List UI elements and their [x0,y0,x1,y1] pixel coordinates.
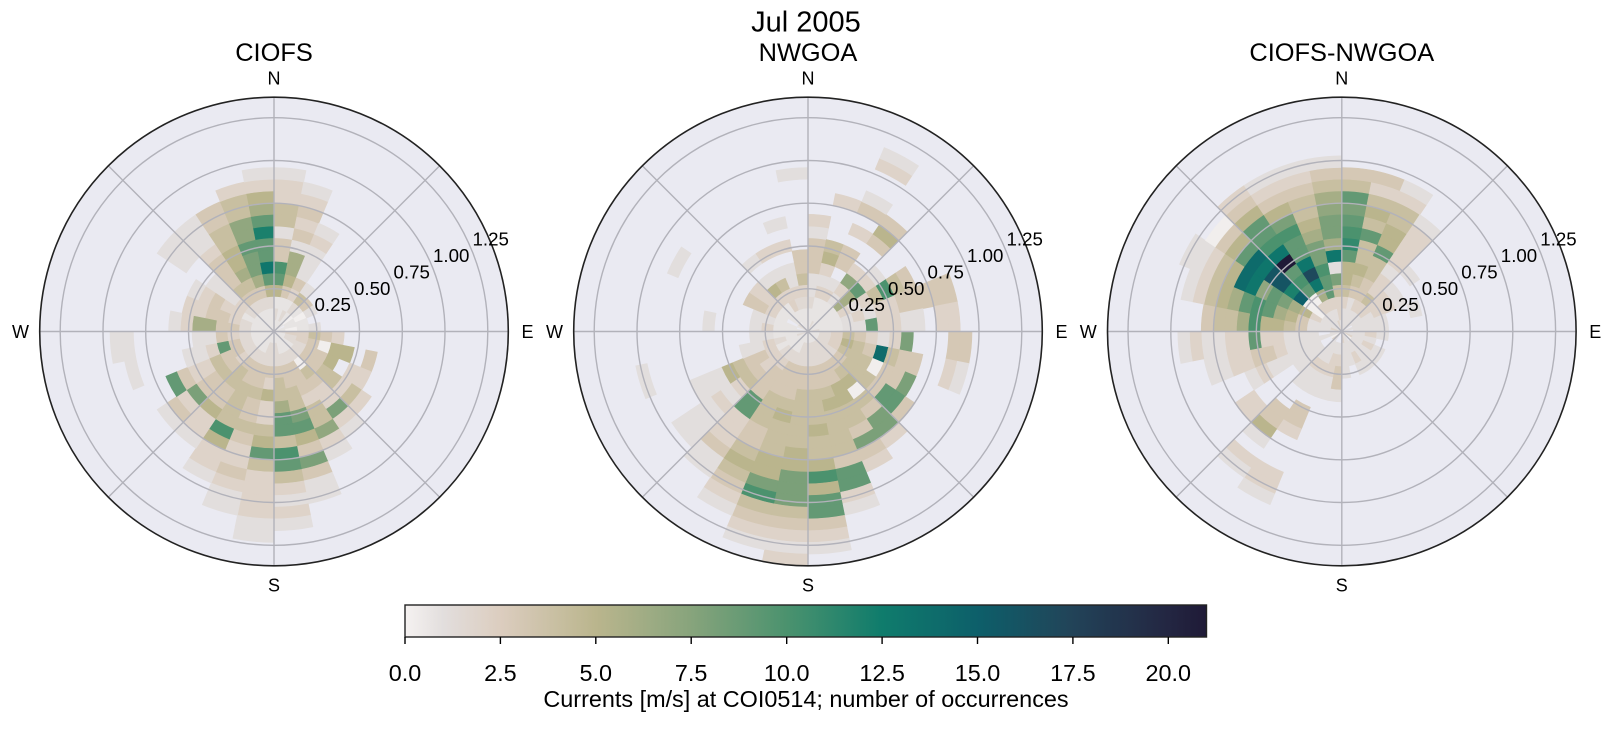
svg-text:W: W [1080,322,1097,342]
svg-text:10.0: 10.0 [764,660,810,686]
svg-text:W: W [12,322,29,342]
svg-text:0.50: 0.50 [1422,278,1458,299]
svg-text:0.25: 0.25 [1382,294,1418,315]
svg-text:2.5: 2.5 [484,660,517,686]
svg-text:N: N [1335,68,1348,88]
svg-text:CIOFS-NWGOA: CIOFS-NWGOA [1249,39,1434,67]
svg-text:E: E [1055,322,1067,342]
svg-text:N: N [802,68,815,88]
svg-text:E: E [1589,322,1601,342]
svg-text:N: N [268,68,281,88]
svg-text:S: S [1336,575,1348,595]
svg-text:0.50: 0.50 [354,278,390,299]
svg-text:1.25: 1.25 [1007,229,1043,250]
svg-text:17.5: 17.5 [1050,660,1096,686]
svg-text:1.25: 1.25 [1540,229,1576,250]
svg-text:1.00: 1.00 [433,245,469,266]
svg-text:1.25: 1.25 [473,229,509,250]
svg-text:15.0: 15.0 [955,660,1001,686]
svg-text:0.75: 0.75 [1461,261,1497,282]
svg-text:5.0: 5.0 [580,660,613,686]
svg-text:NWGOA: NWGOA [759,39,858,67]
svg-text:0.0: 0.0 [389,660,422,686]
svg-text:0.75: 0.75 [394,261,430,282]
svg-text:S: S [802,575,814,595]
svg-text:0.75: 0.75 [928,261,964,282]
svg-text:Jul 2005: Jul 2005 [751,6,861,38]
svg-text:CIOFS: CIOFS [235,39,313,67]
svg-text:0.25: 0.25 [849,294,885,315]
svg-text:0.50: 0.50 [888,278,924,299]
svg-text:12.5: 12.5 [859,660,905,686]
svg-text:1.00: 1.00 [1501,245,1537,266]
svg-text:E: E [521,322,533,342]
svg-text:7.5: 7.5 [675,660,708,686]
svg-text:Currents [m/s] at COI0514; num: Currents [m/s] at COI0514; number of occ… [543,686,1068,712]
svg-text:1.00: 1.00 [967,245,1003,266]
svg-text:W: W [546,322,563,342]
svg-text:S: S [268,575,280,595]
svg-text:0.25: 0.25 [315,294,351,315]
svg-text:20.0: 20.0 [1146,660,1192,686]
